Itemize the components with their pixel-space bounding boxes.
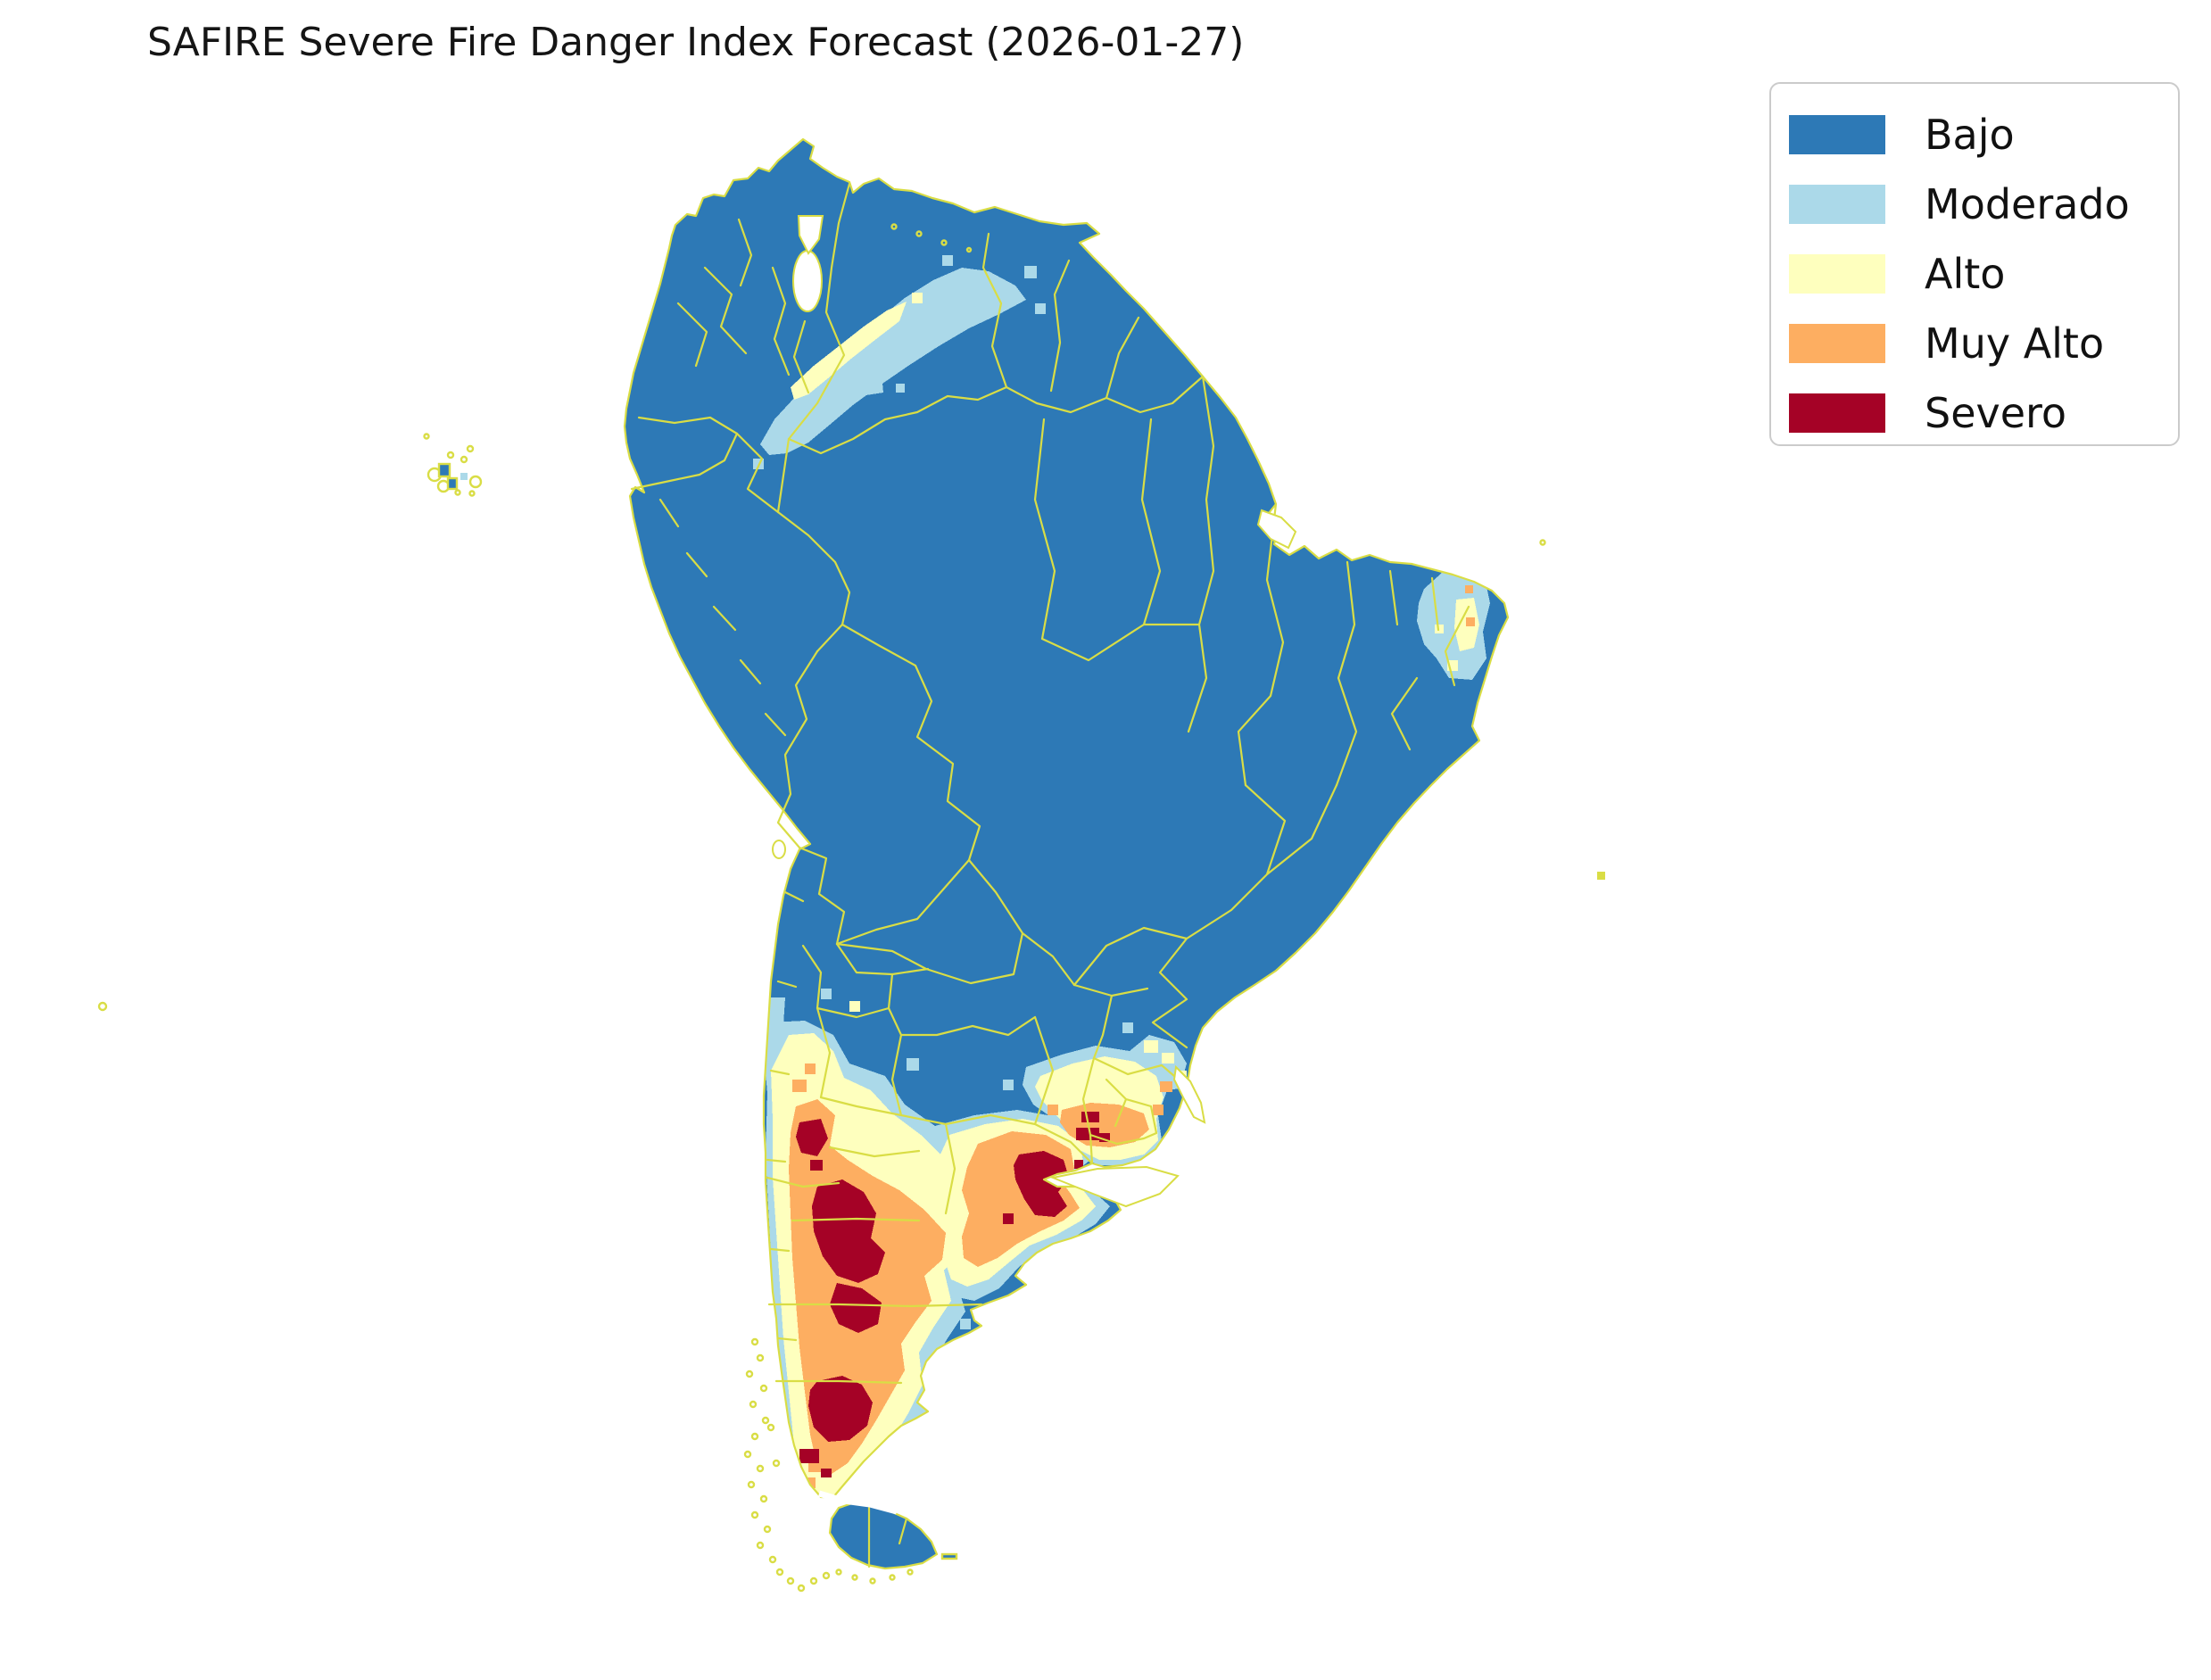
strait-of-magellan (818, 1490, 898, 1515)
legend-swatch-moderado (1789, 185, 1885, 224)
legend-label-alto: Alto (1925, 250, 2006, 298)
legend-swatch-bajo (1789, 115, 1885, 154)
lagoa-dos-patos (1172, 1064, 1206, 1124)
page-title: SAFIRE Severe Fire Danger Index Forecast… (147, 20, 1245, 65)
caribbean-islands (890, 223, 973, 253)
overlay-severo (625, 451, 1110, 1477)
island-specks (97, 223, 1605, 1593)
atlantic-speck (1597, 872, 1605, 880)
rio-de-la-plata (1049, 1165, 1180, 1208)
chilean-fjord-islands (743, 1337, 914, 1593)
lake-titicaca (772, 840, 786, 859)
legend-label-moderado: Moderado (1925, 180, 2130, 228)
legend-label-muy-alto: Muy Alto (1925, 319, 2105, 368)
galapagos-islands (423, 433, 483, 497)
legend-row-severo: Severo (1789, 378, 2178, 448)
legend-row-moderado: Moderado (1789, 170, 2178, 239)
legend-row-alto: Alto (1789, 239, 2178, 309)
legend-row-muy-alto: Muy Alto (1789, 309, 2178, 378)
noronha-speck (1539, 539, 1546, 546)
isla-de-los-estados (940, 1552, 958, 1560)
legend-swatch-muy-alto (1789, 324, 1885, 363)
legend-label-bajo: Bajo (1925, 111, 2015, 159)
legend-row-bajo: Bajo (1789, 100, 2178, 170)
water-bodies (772, 215, 1297, 1515)
gulf-of-venezuela (797, 215, 824, 255)
juan-fernandez-speck (97, 1001, 108, 1012)
legend-swatch-severo (1789, 393, 1885, 433)
legend-swatch-alto (1789, 254, 1885, 294)
legend: Bajo Moderado Alto Muy Alto Severo (1769, 82, 2180, 446)
legend-label-severo: Severo (1925, 389, 2067, 437)
lake-maracaibo (792, 250, 823, 312)
admin-borders (623, 137, 1510, 1570)
amazon-mouth (1256, 509, 1297, 550)
